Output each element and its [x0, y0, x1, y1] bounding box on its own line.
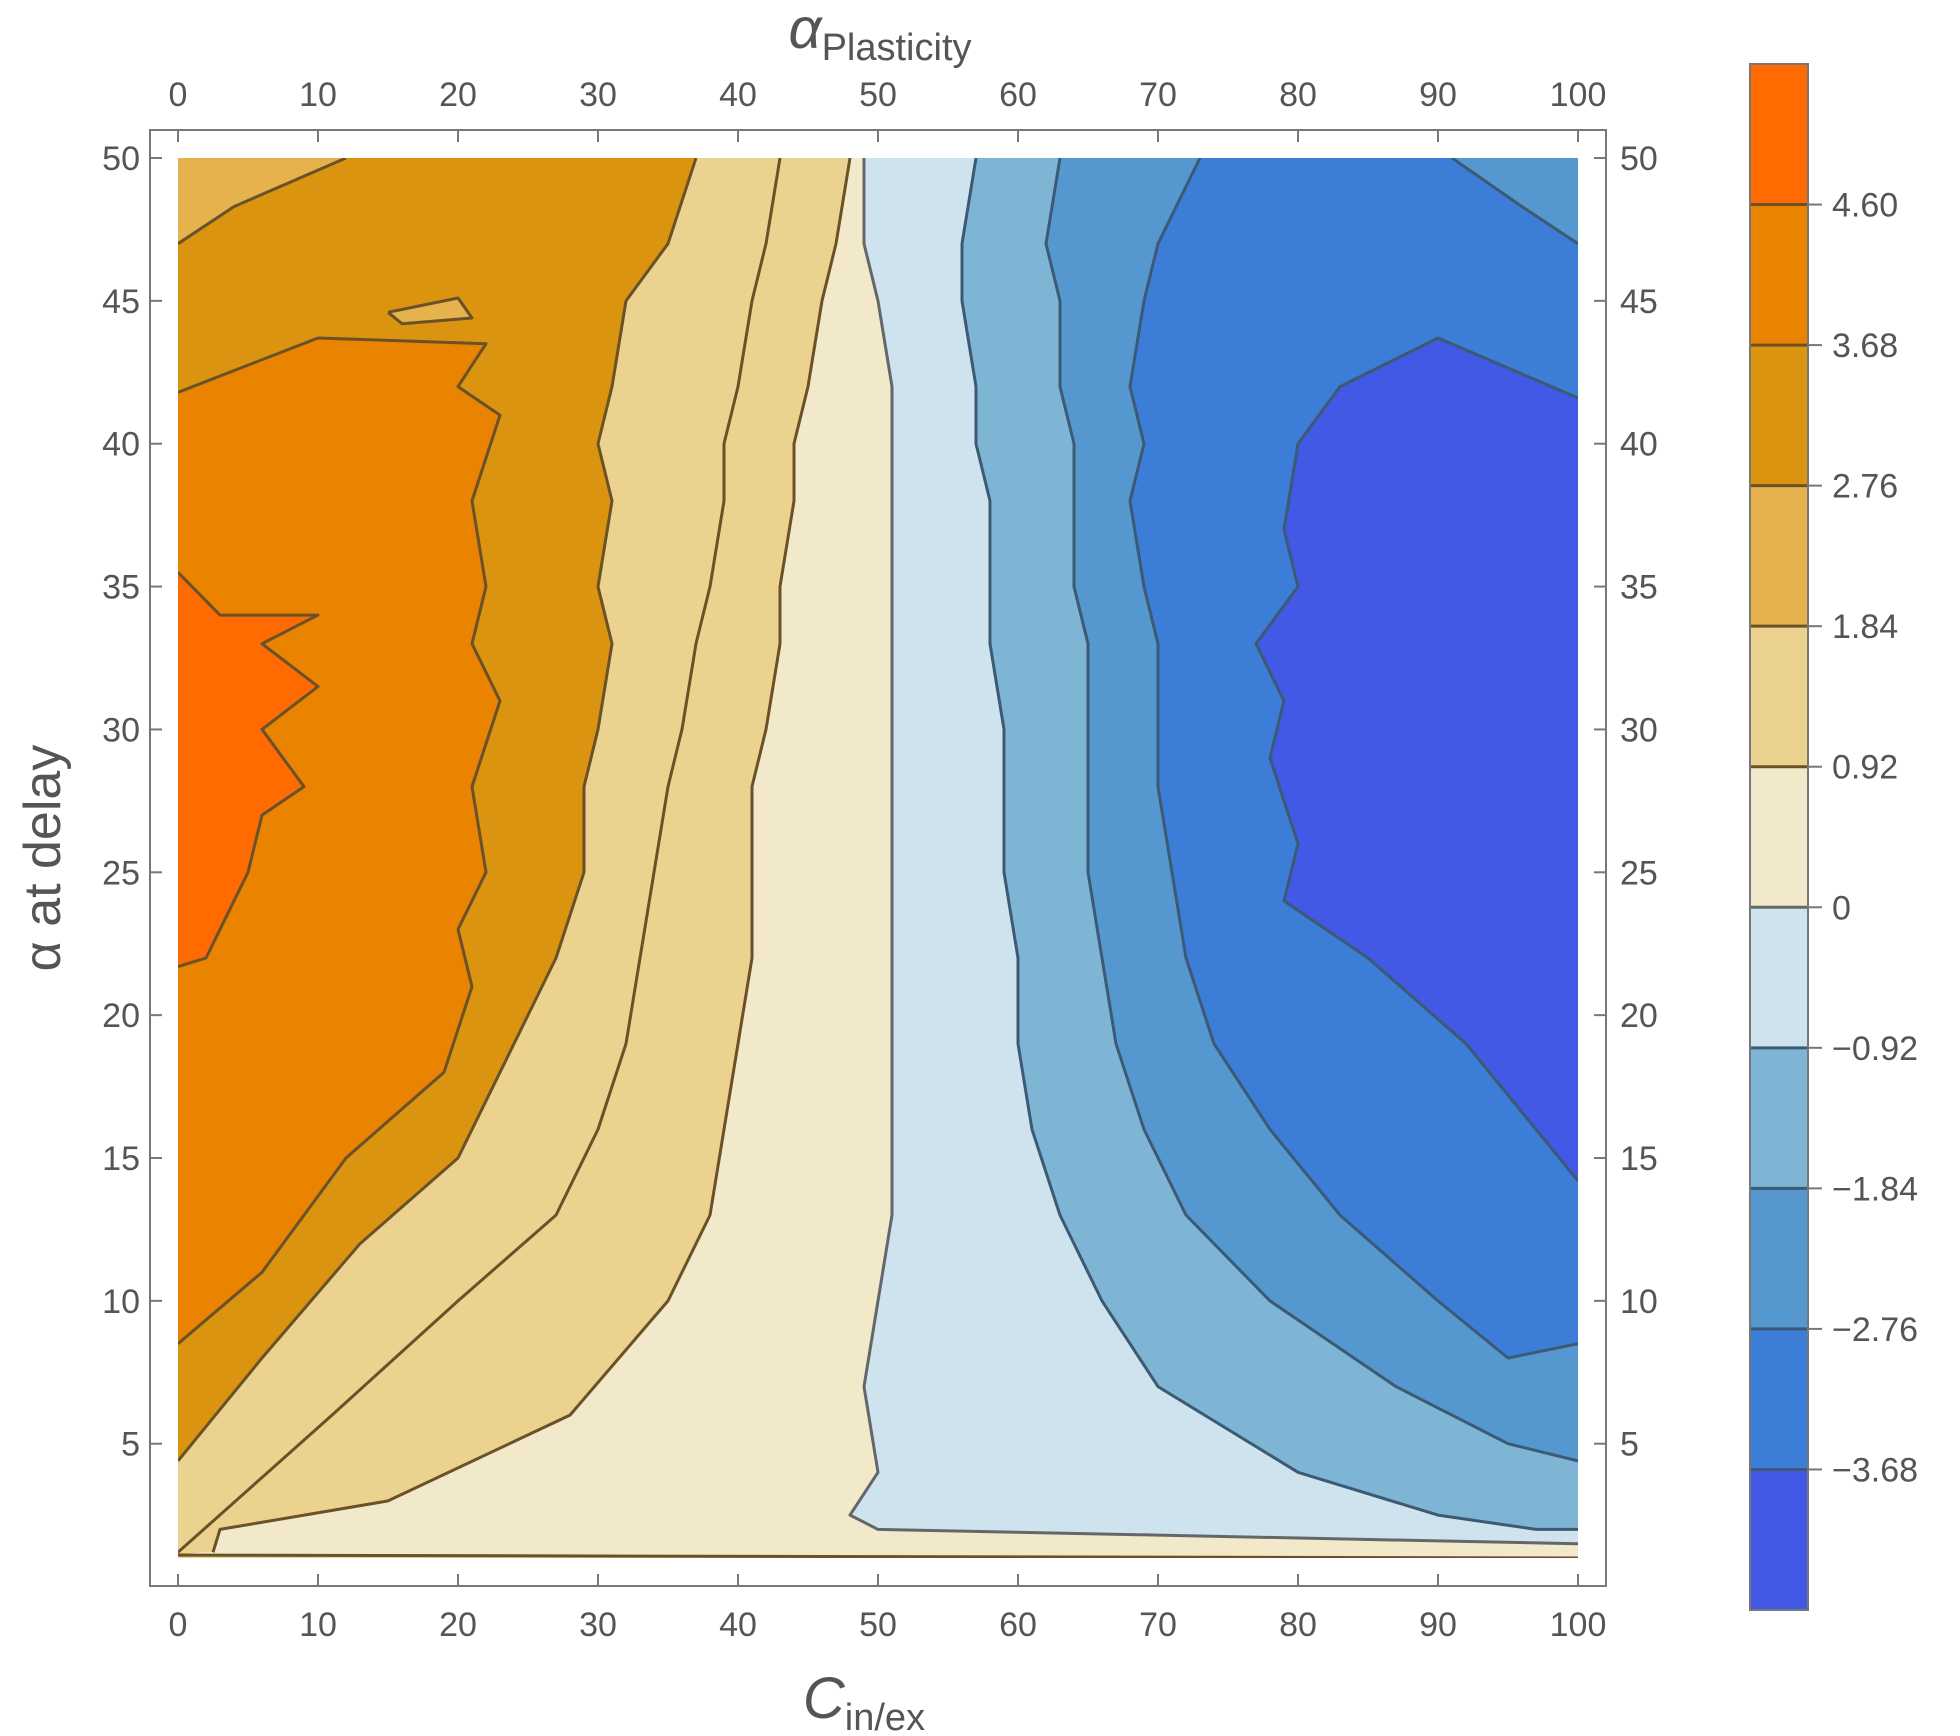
contour-line-5 [178, 158, 782, 1554]
y-right-tick-label: 35 [1620, 569, 1658, 607]
colorbar-tick-label: −2.76 [1832, 1311, 1918, 1349]
x-top-tick-label: 60 [999, 76, 1037, 114]
x-tick-label: 10 [299, 1606, 337, 1644]
x-tick-label: 60 [999, 1606, 1037, 1644]
x-top-tick-label: 100 [1550, 76, 1607, 114]
x-tick-label: 80 [1279, 1606, 1317, 1644]
colorbar-band [1750, 766, 1808, 908]
contour-line-10 [1044, 158, 1578, 1463]
contour-lines [178, 158, 1578, 1558]
x-top-tick-label: 40 [719, 76, 757, 114]
y-tick-label: 5 [121, 1426, 140, 1464]
contour-line-8 [848, 158, 1578, 1546]
contour-line-13 [1254, 336, 1578, 1182]
colorbar-frame [1749, 63, 1809, 1611]
contour-line-6 [211, 158, 852, 1553]
colorbar-band [1750, 64, 1808, 206]
colorbar-tick-label: 0 [1832, 889, 1851, 927]
colorbar-band [1750, 1328, 1808, 1470]
y-right-tick-label: 45 [1620, 283, 1658, 321]
x-top-tick-label: 30 [579, 76, 617, 114]
y-tick-label: 10 [102, 1283, 140, 1321]
x-top-tick-label: 70 [1139, 76, 1177, 114]
y-right-tick-label: 30 [1620, 711, 1658, 749]
colorbar-band [1750, 485, 1808, 627]
contour-line-7 [178, 1553, 1578, 1558]
colorbar-band [1750, 907, 1808, 1049]
colorbar-band [1750, 345, 1808, 487]
contour-line-9 [960, 158, 1578, 1531]
x-tick-label: 20 [439, 1606, 477, 1644]
colorbar-band [1750, 204, 1808, 346]
contour-line-1 [178, 336, 502, 1345]
x-top-tick-label: 50 [859, 76, 897, 114]
y-right-tick-label: 20 [1620, 997, 1658, 1035]
x-top-axis-title: αPlasticity [789, 0, 972, 69]
y-tick-label: 15 [102, 1140, 140, 1178]
colorbar-tick-label: 1.84 [1832, 608, 1898, 646]
y-right-tick-label: 15 [1620, 1140, 1658, 1178]
y-right-tick-label: 10 [1620, 1283, 1658, 1321]
y-tick-label: 35 [102, 569, 140, 607]
contour-line-12 [1451, 158, 1578, 245]
contour-line-3 [178, 158, 347, 245]
y-tick-label: 45 [102, 283, 140, 321]
axis-ticks: 0 10 20 30 40 50 60 70 80 90 100 0 10 20 30 40 50 60 70 80 9… [102, 76, 1658, 1644]
colorbar-tick-label: 2.76 [1832, 468, 1898, 506]
contour-line-11 [1128, 158, 1578, 1360]
y-tick-label: 50 [102, 140, 140, 178]
x-top-tick-label: 20 [439, 76, 477, 114]
y-tick-label: 20 [102, 997, 140, 1035]
colorbar-tick-label: 3.68 [1832, 327, 1898, 365]
y-right-tick-label: 25 [1620, 854, 1658, 892]
colorbar-band [1750, 1469, 1808, 1611]
colorbar: 4.60 3.68 2.76 1.84 0.92 0 −0.92 −1.84 −2.76 −3.6… [1749, 63, 1918, 1611]
y-right-tick-label: 50 [1620, 140, 1658, 178]
colorbar-tick-label: −0.92 [1832, 1030, 1918, 1068]
contour-line-2 [387, 296, 474, 326]
contour-bands [178, 158, 1578, 1558]
contour-line-0 [178, 571, 320, 969]
x-tick-label: 100 [1550, 1606, 1607, 1644]
x-tick-label: 0 [169, 1606, 188, 1644]
x-tick-label: 50 [859, 1606, 897, 1644]
x-tick-label: 70 [1139, 1606, 1177, 1644]
colorbar-band [1750, 1047, 1808, 1189]
x-top-tick-label: 0 [169, 76, 188, 114]
x-tick-label: 40 [719, 1606, 757, 1644]
y-axis-title: α at delay [14, 745, 72, 972]
colorbar-tick-label: −1.84 [1832, 1170, 1918, 1208]
x-top-tick-label: 90 [1419, 76, 1457, 114]
contour-line-4 [178, 158, 698, 1462]
x-tick-label: 90 [1419, 1606, 1457, 1644]
colorbar-tick-label: −3.68 [1832, 1451, 1918, 1489]
x-axis-title: Cin/ex [803, 1666, 925, 1731]
y-right-tick-label: 40 [1620, 426, 1658, 464]
colorbar-band [1750, 1188, 1808, 1330]
colorbar-band [1750, 626, 1808, 768]
y-right-tick-label: 5 [1620, 1426, 1639, 1464]
colorbar-tick-label: 4.60 [1832, 187, 1898, 225]
colorbar-tick-label: 0.92 [1832, 749, 1898, 787]
x-tick-label: 30 [579, 1606, 617, 1644]
x-top-tick-label: 10 [299, 76, 337, 114]
y-tick-label: 40 [102, 426, 140, 464]
y-tick-label: 25 [102, 854, 140, 892]
y-tick-label: 30 [102, 711, 140, 749]
x-top-tick-label: 80 [1279, 76, 1317, 114]
